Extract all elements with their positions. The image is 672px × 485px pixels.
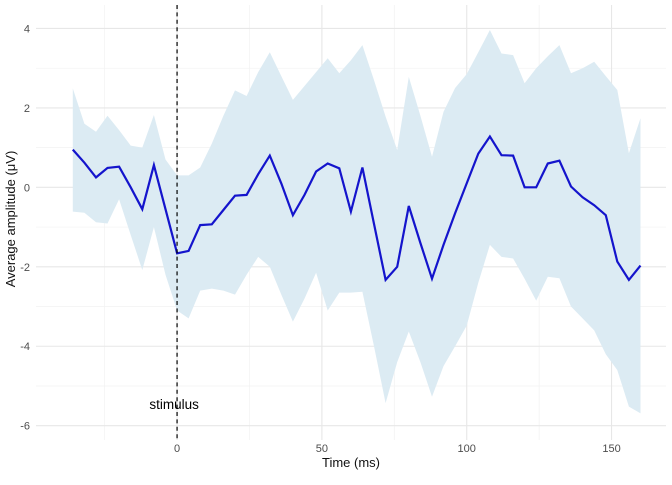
x-tick-label: 100 bbox=[458, 443, 476, 455]
y-tick-label: -6 bbox=[20, 421, 30, 433]
x-axis-title: Time (ms) bbox=[322, 455, 380, 470]
y-tick-label: 2 bbox=[24, 103, 30, 115]
x-tick-label: 0 bbox=[174, 443, 180, 455]
y-tick-label: 0 bbox=[24, 182, 30, 194]
y-tick-label: 4 bbox=[24, 23, 30, 35]
x-tick-label: 150 bbox=[602, 443, 620, 455]
confidence-ribbon bbox=[72, 30, 641, 414]
stimulus-annotation: stimulus bbox=[149, 397, 199, 412]
y-tick-label: -2 bbox=[20, 262, 30, 274]
y-tick-label: -4 bbox=[20, 341, 30, 353]
y-axis-title: Average amplitude (μV) bbox=[3, 151, 18, 288]
x-tick-label: 50 bbox=[316, 443, 328, 455]
y-axis-tick-labels: -6 -4 -2 0 2 4 bbox=[20, 23, 30, 432]
x-axis-tick-labels: 0 50 100 150 bbox=[174, 443, 621, 455]
mean-amplitude-line bbox=[71, 134, 642, 283]
